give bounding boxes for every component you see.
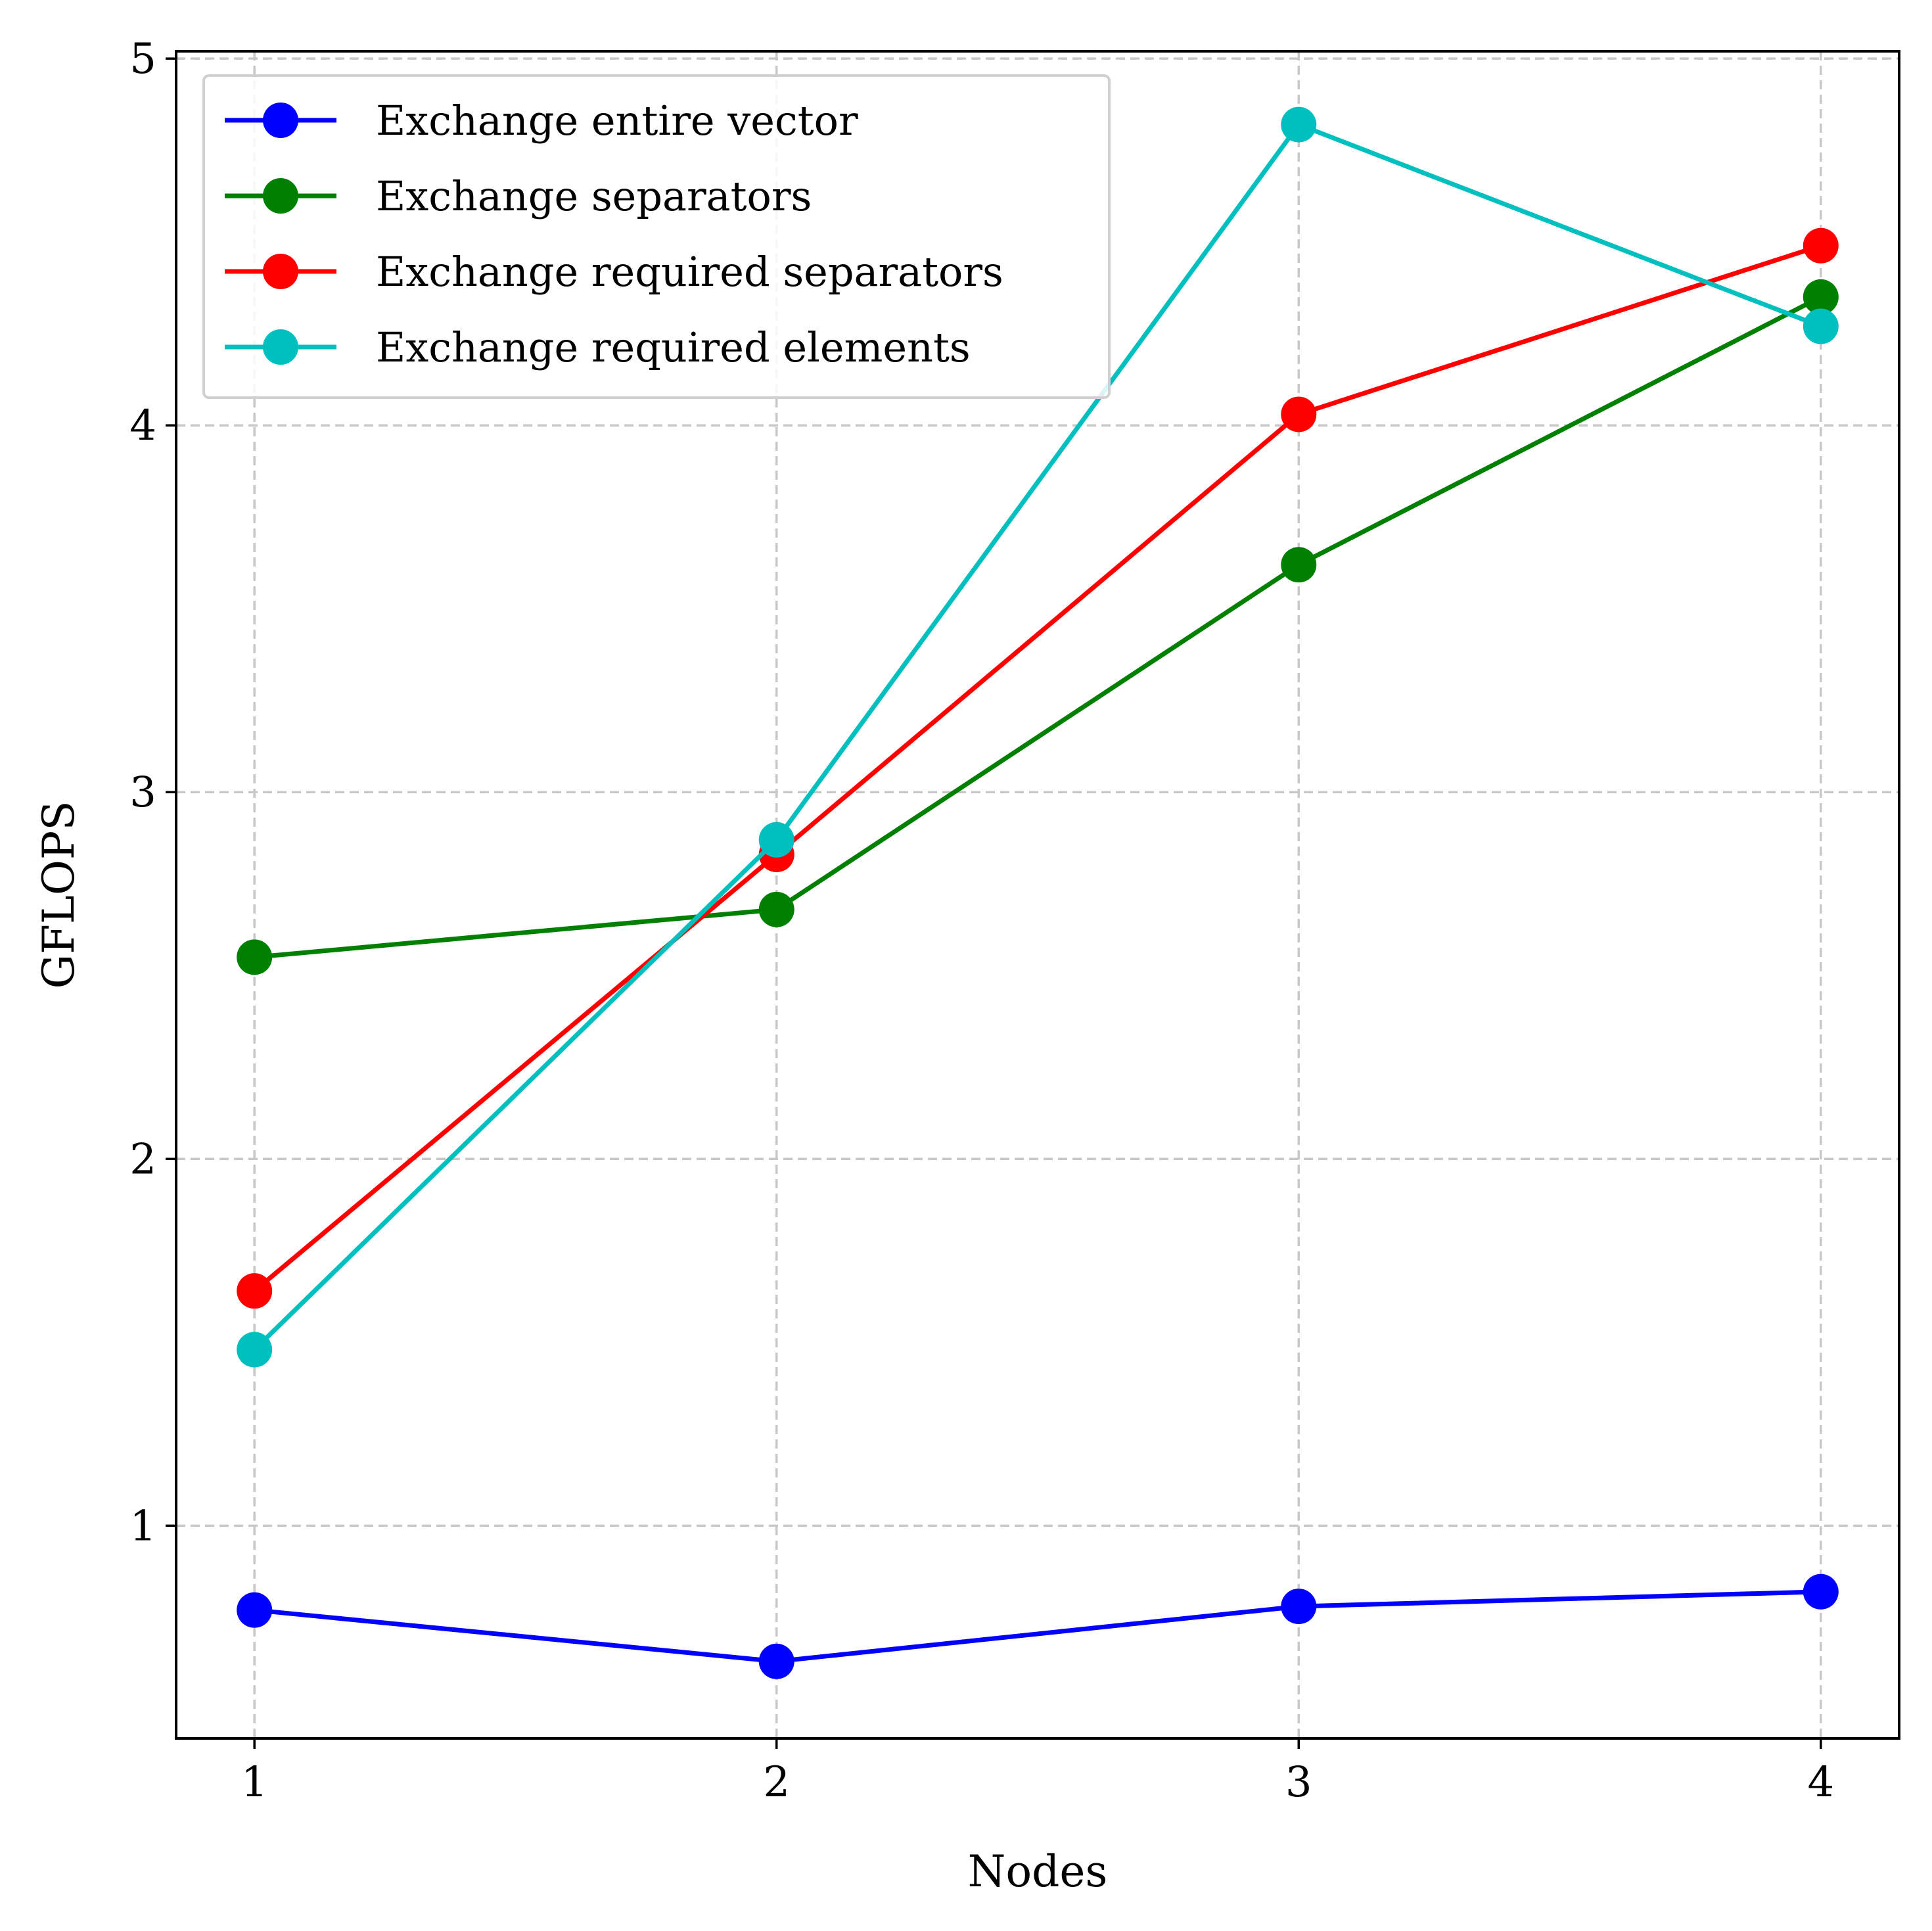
- legend-item: Exchange required elements: [225, 323, 971, 371]
- data-point: [1281, 547, 1317, 583]
- data-point: [758, 891, 794, 927]
- data-point: [1803, 279, 1839, 315]
- data-point: [758, 1643, 794, 1679]
- x-tick-label: 3: [1285, 1758, 1312, 1807]
- y-tick-label: 5: [129, 35, 156, 83]
- legend: Exchange entire vector Exchange separator…: [202, 74, 1111, 399]
- series-line: [252, 243, 1822, 1293]
- series-line: [252, 122, 1822, 1351]
- y-tick-label: 1: [129, 1502, 156, 1550]
- data-point: [1803, 227, 1839, 264]
- data-point: [758, 822, 794, 858]
- data-point: [1281, 396, 1317, 432]
- series-line: [254, 1589, 1821, 1664]
- y-tick-label: 2: [129, 1135, 156, 1184]
- legend-marker: [263, 329, 298, 365]
- y-tick-label: 4: [129, 402, 156, 450]
- data-point: [1803, 1573, 1839, 1610]
- legend-label: Exchange required elements: [376, 323, 971, 371]
- x-axis-label: Nodes: [968, 1846, 1108, 1897]
- legend-item: Exchange entire vector: [225, 97, 858, 145]
- legend-label: Exchange required separators: [376, 248, 1003, 296]
- data-point: [237, 1273, 273, 1309]
- x-tick-label: 4: [1807, 1758, 1834, 1807]
- data-point: [1281, 1589, 1317, 1625]
- data-point: [1281, 106, 1317, 143]
- legend-item: Exchange separators: [225, 172, 812, 220]
- legend-item: Exchange required separators: [225, 248, 1003, 296]
- data-point: [237, 939, 273, 975]
- legend-marker: [263, 103, 298, 138]
- data-point: [237, 1332, 273, 1368]
- legend-label: Exchange separators: [376, 172, 812, 220]
- x-tick-label: 2: [763, 1758, 790, 1807]
- y-axis-label: GFLOPS: [34, 801, 84, 989]
- y-tick-label: 3: [129, 768, 156, 817]
- legend-label: Exchange entire vector: [376, 97, 858, 145]
- plot-frame: [175, 50, 1900, 1740]
- data-point: [1803, 308, 1839, 344]
- series-layer: [237, 106, 1839, 1679]
- legend-marker: [263, 178, 298, 214]
- series-2: [237, 279, 1839, 975]
- legend-marker: [263, 254, 298, 289]
- series-4: [237, 106, 1839, 1368]
- series-line: [254, 294, 1822, 960]
- x-tick-label: 1: [241, 1758, 268, 1807]
- legend-box: [202, 74, 1111, 399]
- series-1: [237, 1573, 1839, 1679]
- data-point: [237, 1592, 273, 1628]
- tick-layer: 1 2 3 4 1 2 3 4 5: [129, 35, 1834, 1807]
